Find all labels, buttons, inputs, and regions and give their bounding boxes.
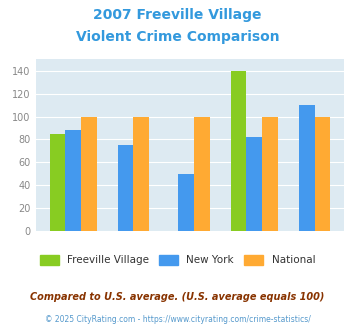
Legend: Freeville Village, New York, National: Freeville Village, New York, National <box>36 251 320 270</box>
Bar <box>118 145 133 231</box>
Bar <box>50 134 65 231</box>
Bar <box>65 130 81 231</box>
Bar <box>178 174 194 231</box>
Bar <box>133 116 149 231</box>
Text: Compared to U.S. average. (U.S. average equals 100): Compared to U.S. average. (U.S. average … <box>30 292 325 302</box>
Text: 2007 Freeville Village: 2007 Freeville Village <box>93 8 262 22</box>
Bar <box>81 116 97 231</box>
Bar <box>246 137 262 231</box>
Bar <box>262 116 278 231</box>
Bar <box>194 116 209 231</box>
Bar <box>231 71 246 231</box>
Text: Violent Crime Comparison: Violent Crime Comparison <box>76 30 279 44</box>
Text: © 2025 CityRating.com - https://www.cityrating.com/crime-statistics/: © 2025 CityRating.com - https://www.city… <box>45 315 310 324</box>
Bar <box>315 116 330 231</box>
Bar <box>299 105 315 231</box>
